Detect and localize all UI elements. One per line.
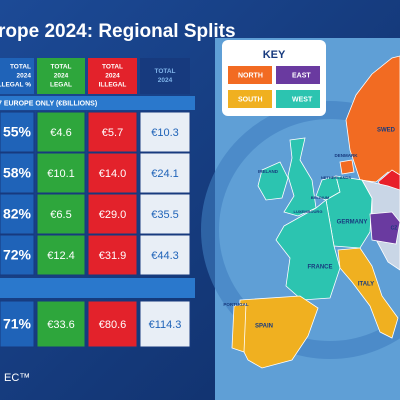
row-value: €29.0	[99, 209, 127, 221]
row-cell	[36, 111, 86, 153]
header-cell	[0, 58, 34, 94]
row-cell	[36, 193, 86, 235]
row-cell	[87, 111, 138, 153]
row-cell	[87, 152, 138, 194]
france	[275, 199, 341, 301]
key-swatch	[228, 66, 272, 84]
row-value: €44.3	[151, 250, 179, 262]
row-value: €12.4	[47, 250, 75, 262]
row-value: €31.9	[99, 250, 127, 262]
header-cell	[88, 58, 137, 94]
row-cell	[87, 193, 138, 235]
row-value: 82%	[3, 206, 32, 222]
header-label: 2024	[17, 73, 32, 80]
country-label: LUXEMBOURG	[294, 209, 323, 214]
country-label: NETHERLANDS	[321, 175, 352, 180]
row-value: €14.0	[99, 168, 127, 180]
header-label: ILLEGAL	[99, 82, 127, 89]
title: rope 2024: Regional Splits	[0, 21, 236, 42]
map	[231, 55, 400, 369]
header-label: TOTAL	[154, 68, 175, 75]
portugal	[231, 303, 247, 353]
header-label: 2024	[54, 73, 69, 80]
row-cell	[87, 234, 138, 276]
header-cell	[37, 58, 85, 94]
country-label: SPAIN	[255, 324, 273, 330]
key-title: KEY	[263, 49, 286, 61]
header-label: 2024	[105, 73, 120, 80]
header-label: 2024	[158, 77, 173, 84]
row-cell	[139, 193, 191, 235]
country-label: CZ	[391, 225, 398, 231]
denmark	[339, 159, 355, 175]
country-label: ITALY	[358, 282, 374, 288]
key-swatch	[228, 90, 272, 108]
header-label: TOTAL	[102, 64, 123, 71]
row-value: €4.6	[50, 127, 71, 139]
country-label: SWED	[377, 128, 396, 134]
header-cell	[140, 58, 190, 94]
total-cell	[87, 300, 138, 348]
section-label: 7 EUROPE ONLY (€BILLIONS)	[0, 100, 97, 107]
country-label: FRANCE	[308, 265, 333, 271]
country-label: PORTUGAL	[223, 302, 249, 307]
ireland	[257, 161, 289, 201]
header-label: TOTAL	[50, 64, 71, 71]
row-value: 55%	[3, 124, 32, 140]
header-label: TOTAL	[10, 64, 31, 71]
total-cell	[0, 300, 35, 348]
italy	[337, 247, 399, 339]
key-label: WEST	[292, 96, 313, 103]
key-label: SOUTH	[238, 96, 263, 103]
row-value: 58%	[3, 165, 32, 181]
row-cell	[0, 193, 35, 235]
total-cell	[36, 300, 86, 348]
footer: EC™	[4, 372, 30, 384]
row-value: €35.5	[151, 209, 179, 221]
east-region	[369, 211, 400, 245]
key-swatch	[276, 90, 320, 108]
key-label: EAST	[292, 72, 311, 79]
country-label: DENMARK	[335, 153, 359, 158]
row-cell	[0, 152, 35, 194]
total-cell	[139, 300, 191, 348]
header-label: ILLEGAL %	[0, 82, 31, 89]
row-cell	[139, 111, 191, 153]
row-value: €10.3	[151, 127, 179, 139]
total-value: 71%	[3, 316, 32, 332]
section-band	[0, 96, 195, 110]
row-value: €5.7	[102, 127, 123, 139]
uk	[283, 137, 317, 217]
row-value: 72%	[3, 247, 32, 263]
header-label: LEGAL	[50, 82, 72, 89]
country-label: BELGIUM	[311, 195, 330, 200]
swirl	[201, 101, 400, 359]
row-value: €10.1	[47, 168, 75, 180]
row-cell	[36, 152, 86, 194]
row-value: €24.1	[151, 168, 179, 180]
country-label: IRELAND	[258, 169, 279, 174]
key-swatch	[276, 66, 320, 84]
row-cell	[139, 152, 191, 194]
row-cell	[36, 234, 86, 276]
row-cell	[139, 234, 191, 276]
country-label: GERMANY	[337, 220, 368, 226]
north-region	[345, 55, 400, 186]
row-cell	[0, 111, 35, 153]
separator-band	[0, 278, 195, 298]
row-cell	[0, 234, 35, 276]
total-value: €80.6	[99, 319, 127, 331]
row-value: €6.5	[50, 209, 71, 221]
key-label: NORTH	[238, 72, 263, 79]
total-value: €114.3	[149, 319, 182, 331]
total-value: €33.6	[47, 319, 75, 331]
